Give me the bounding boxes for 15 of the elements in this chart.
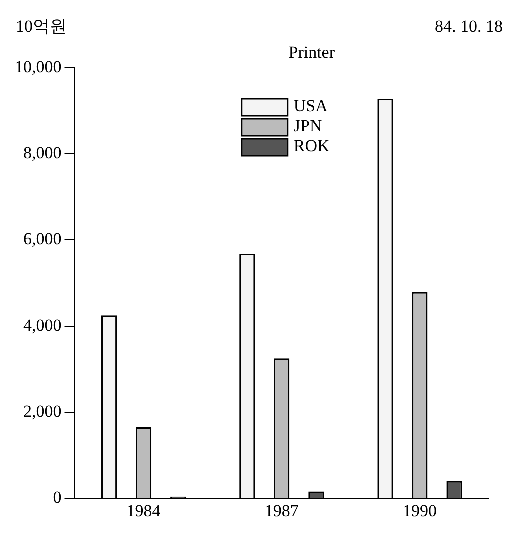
y-tick-label: 2,000 bbox=[24, 402, 62, 421]
y-tick-label: 6,000 bbox=[24, 230, 62, 249]
y-tick-label: 10,000 bbox=[15, 57, 62, 76]
y-axis-title: 10억원 bbox=[16, 17, 67, 36]
x-tick-label: 1984 bbox=[126, 501, 162, 520]
y-tick-label: 8,000 bbox=[24, 144, 62, 163]
text: 84. 10. 18 bbox=[435, 17, 503, 36]
legend-label: JPN bbox=[294, 116, 322, 136]
y-tick-label: 0 bbox=[53, 488, 62, 508]
x-tick-label: 1990 bbox=[402, 501, 437, 520]
legend-label: USA bbox=[294, 96, 329, 116]
y-tick-label: 4,000 bbox=[24, 316, 62, 335]
legend-label: ROK bbox=[294, 136, 330, 156]
text: Printer bbox=[288, 43, 336, 62]
x-tick-label: 1987 bbox=[264, 501, 300, 520]
